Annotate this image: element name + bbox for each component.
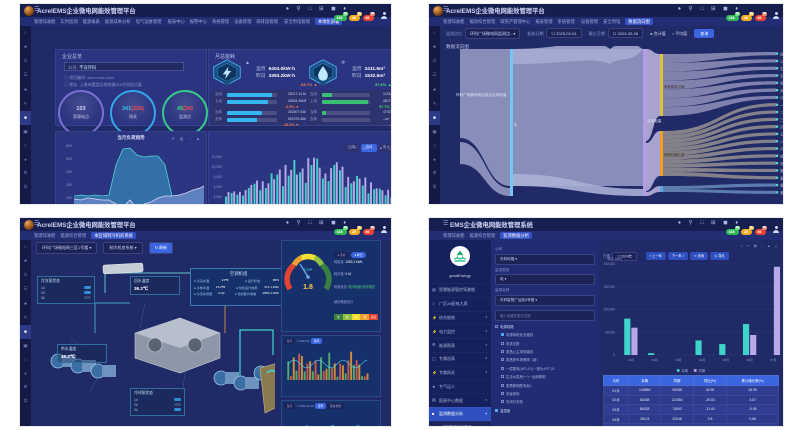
svg-text:办公区域: 办公区域: [780, 146, 783, 151]
svg-text:总用电量: 总用电量: [647, 118, 662, 123]
svg-text:50,000: 50,000: [605, 330, 615, 334]
svg-text:辅助用房: 辅助用房: [780, 153, 783, 158]
svg-text:400: 400: [66, 170, 72, 174]
svg-text:其他能耗项: 其他能耗项: [780, 88, 783, 93]
svg-text:COP: COP: [304, 267, 313, 272]
svg-text:1.8: 1.8: [303, 284, 313, 291]
svg-text:生产设备能耗: 生产设备能耗: [780, 66, 783, 71]
svg-text:100,000: 100,000: [603, 308, 615, 312]
svg-text:500: 500: [66, 157, 72, 161]
svg-text:五车间: 五车间: [780, 132, 783, 137]
svg-text:200: 200: [66, 196, 72, 200]
svg-text:300: 300: [66, 183, 72, 187]
svg-text:03月: 03月: [675, 358, 681, 362]
svg-text:04月: 04月: [699, 358, 705, 362]
svg-text:三车间: 三车间: [780, 117, 783, 122]
svg-text:照明系统能耗: 照明系统能耗: [780, 80, 783, 85]
svg-text:4,000: 4,000: [214, 195, 223, 199]
svg-text:环科广场微电网监测点总用电量: 环科广场微电网监测点总用电量: [456, 92, 507, 97]
svg-text:二车间: 二车间: [780, 110, 783, 115]
svg-text:01月: 01月: [628, 358, 634, 362]
svg-text:备用1: 备用1: [780, 168, 783, 173]
svg-text:0: 0: [613, 353, 615, 357]
svg-text:07月: 07月: [770, 358, 776, 362]
svg-text:动力设备Acer™: 动力设备Acer™: [780, 95, 783, 100]
svg-text:02月: 02月: [651, 358, 657, 362]
svg-text:600: 600: [66, 144, 72, 148]
svg-text:其他区域: 其他区域: [780, 161, 783, 166]
svg-text:200,000: 200,000: [603, 262, 615, 266]
svg-text:能源费用占比: 能源费用占比: [780, 51, 783, 56]
svg-text:一车间: 一车间: [780, 102, 783, 107]
svg-text:备用2: 备用2: [780, 175, 783, 180]
svg-text:四车间: 四车间: [780, 124, 783, 129]
svg-text:空调系统能耗: 空调系统能耗: [780, 73, 783, 78]
svg-text:150,000: 150,000: [603, 285, 615, 289]
svg-text:12,000: 12,000: [212, 155, 222, 159]
svg-text:备用3: 备用3: [780, 183, 783, 188]
svg-text:6,000: 6,000: [214, 185, 223, 189]
svg-text:其他分类汇总: 其他分类汇总: [664, 152, 685, 157]
svg-text:六车间: 六车间: [780, 139, 783, 144]
svg-text:电费成本分摊: 电费成本分摊: [664, 84, 685, 89]
svg-text:10,000: 10,000: [212, 165, 222, 169]
svg-text:05月: 05月: [723, 358, 729, 362]
svg-text:8,000: 8,000: [214, 175, 223, 179]
svg-text:06月: 06月: [746, 358, 752, 362]
svg-text:公辅系统能耗: 公辅系统能耗: [780, 59, 783, 64]
svg-text:备用4: 备用4: [780, 190, 783, 195]
